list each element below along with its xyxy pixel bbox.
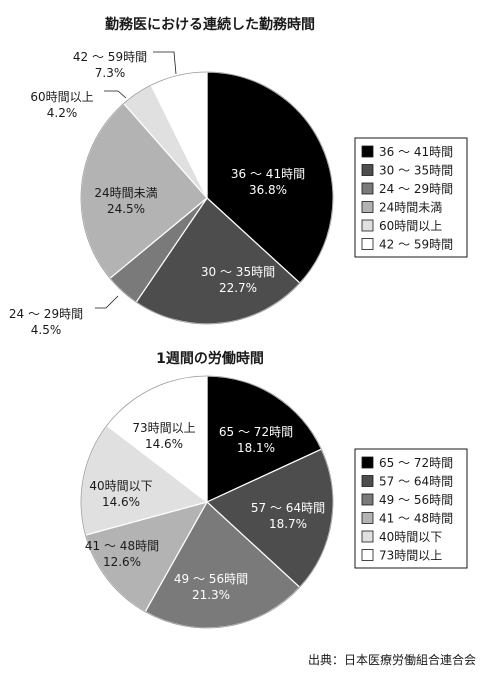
legend-swatch xyxy=(361,512,374,524)
legend-swatch xyxy=(361,493,374,506)
slice-value-label: 4.2% xyxy=(47,106,78,120)
slice-label: 65 ～ 72時間 xyxy=(219,425,293,439)
legend-entry: 60時間以上 xyxy=(379,219,442,233)
slice-value-label: 18.1% xyxy=(237,441,275,455)
legend-entry: 49 ～ 56時間 xyxy=(379,493,453,507)
leader-line xyxy=(104,90,127,99)
legend-swatch xyxy=(361,164,374,176)
legend-entry: 30 ～ 35時間 xyxy=(379,164,453,178)
legend-entry: 41 ～ 48時間 xyxy=(379,512,453,526)
legend-box xyxy=(354,137,468,258)
source-note: 出典：日本医療労働組合連合会 xyxy=(307,653,476,667)
pie-outline xyxy=(80,375,334,629)
legend-entry: 24 ～ 29時間 xyxy=(379,182,453,196)
legend-entry: 73時間以上 xyxy=(379,549,442,563)
legend-swatch xyxy=(361,201,374,213)
slice-value-label: 12.6% xyxy=(103,555,141,569)
chart-title: 勤務医における連続した勤務時間 xyxy=(105,17,315,33)
legend: 36 ～ 41時間 30 ～ 35時間 24 ～ 29時間 24時間未満 60時間以上 4… xyxy=(354,137,468,258)
legend-swatch xyxy=(361,475,374,487)
slice-label: 49 ～ 56時間 xyxy=(174,572,248,586)
pie-chart: 65 ～ 72時間 18.1% 57 ～ 64時間 18.7% 49 ～ 56時間 21.… xyxy=(80,375,334,629)
legend-entry: 40時間以下 xyxy=(379,530,442,544)
pie-chart: 36 ～ 41時間 36.8% 30 ～ 35時間 22.7% 24 ～ 29時間 4.5… xyxy=(9,50,334,337)
slice-label: 24時間未満 xyxy=(94,186,157,200)
legend-entry: 65 ～ 72時間 xyxy=(379,456,453,470)
legend-entry: 42 ～ 59時間 xyxy=(379,238,453,252)
slice-label: 24 ～ 29時間 xyxy=(9,307,83,321)
slice-label: 60時間以上 xyxy=(30,90,93,104)
legend-swatch xyxy=(361,549,374,561)
legend-swatch xyxy=(361,145,374,158)
slice-value-label: 7.3% xyxy=(95,66,126,80)
slice-label: 73時間以上 xyxy=(132,421,195,435)
leader-line xyxy=(95,295,119,309)
legend-entry: 36 ～ 41時間 xyxy=(379,145,453,159)
legend-swatch xyxy=(361,530,374,543)
slice-label: 57 ～ 64時間 xyxy=(251,501,325,515)
slice-value-label: 14.6% xyxy=(102,495,140,509)
slice-value-label: 22.7% xyxy=(219,281,257,295)
legend: 65 ～ 72時間 57 ～ 64時間 49 ～ 56時間 41 ～ 48時間 40時間… xyxy=(354,448,468,569)
slice-label: 40時間以下 xyxy=(89,479,152,493)
legend-swatch xyxy=(361,219,374,232)
leader-line xyxy=(153,51,177,75)
slice-label: 42 ～ 59時間 xyxy=(73,50,147,64)
legend-swatch xyxy=(361,456,374,469)
slice-value-label: 14.6% xyxy=(145,437,183,451)
chart-title: 1週間の労働時間 xyxy=(156,351,264,367)
slice-value-label: 24.5% xyxy=(107,202,145,216)
slice-value-label: 21.3% xyxy=(192,588,230,602)
slice-value-label: 36.8% xyxy=(249,183,287,197)
pie-outline xyxy=(80,71,334,325)
legend-entry: 57 ～ 64時間 xyxy=(379,475,453,489)
legend-box xyxy=(354,448,468,569)
slice-value-label: 18.7% xyxy=(269,517,307,531)
slice-label: 36 ～ 41時間 xyxy=(231,167,305,181)
legend-swatch xyxy=(361,182,374,195)
slice-label: 41 ～ 48時間 xyxy=(85,539,159,553)
slice-label: 30 ～ 35時間 xyxy=(201,265,275,279)
slice-value-label: 4.5% xyxy=(31,323,62,337)
legend-entry: 24時間未満 xyxy=(379,201,442,215)
legend-swatch xyxy=(361,238,374,250)
